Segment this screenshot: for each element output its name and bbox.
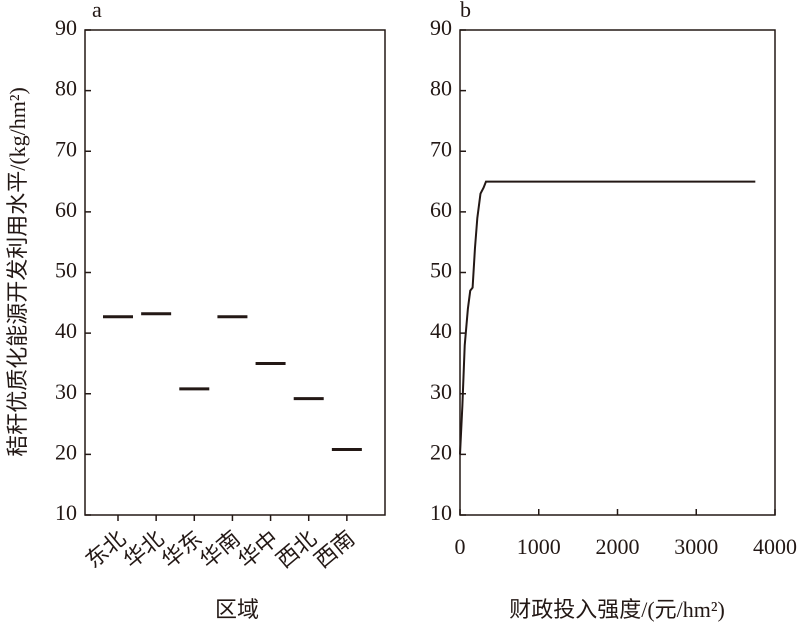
y-tick-label: 70 [430,136,452,161]
y-tick-label: 60 [55,197,77,222]
x-axis-title: 财政投入强度/(元/hm²) [509,597,725,622]
x-tick-label: 3000 [674,534,718,559]
y-tick-label: 80 [430,76,452,101]
x-tick-label: 0 [455,534,466,559]
y-axis-title: 秸秆优质化能源开发利用水平/(kg/hm²) [5,87,30,457]
y-tick-label: 10 [430,500,452,525]
y-tick-label: 30 [430,379,452,404]
x-tick-label: 1000 [517,534,561,559]
y-tick-label: 70 [55,136,77,161]
y-tick-label: 20 [430,439,452,464]
y-tick-label: 50 [430,258,452,283]
x-axis-title: 区域 [215,597,259,622]
plot-frame [84,29,386,516]
y-tick-label: 90 [55,15,77,40]
panel-label: a [92,0,102,22]
y-tick-label: 80 [55,76,77,101]
y-tick-label: 40 [430,318,452,343]
data-line [459,180,756,455]
panel-label: b [460,0,471,22]
y-tick-label: 30 [55,379,77,404]
plot-frame [459,29,776,516]
y-tick-label: 60 [430,197,452,222]
y-tick-label: 20 [55,439,77,464]
x-tick-label: 4000 [753,534,797,559]
y-tick-label: 50 [55,258,77,283]
x-tick-label: 2000 [596,534,640,559]
x-tick-label: 西南 [310,526,360,573]
y-tick-label: 90 [430,15,452,40]
y-tick-label: 40 [55,318,77,343]
y-tick-label: 10 [55,500,77,525]
